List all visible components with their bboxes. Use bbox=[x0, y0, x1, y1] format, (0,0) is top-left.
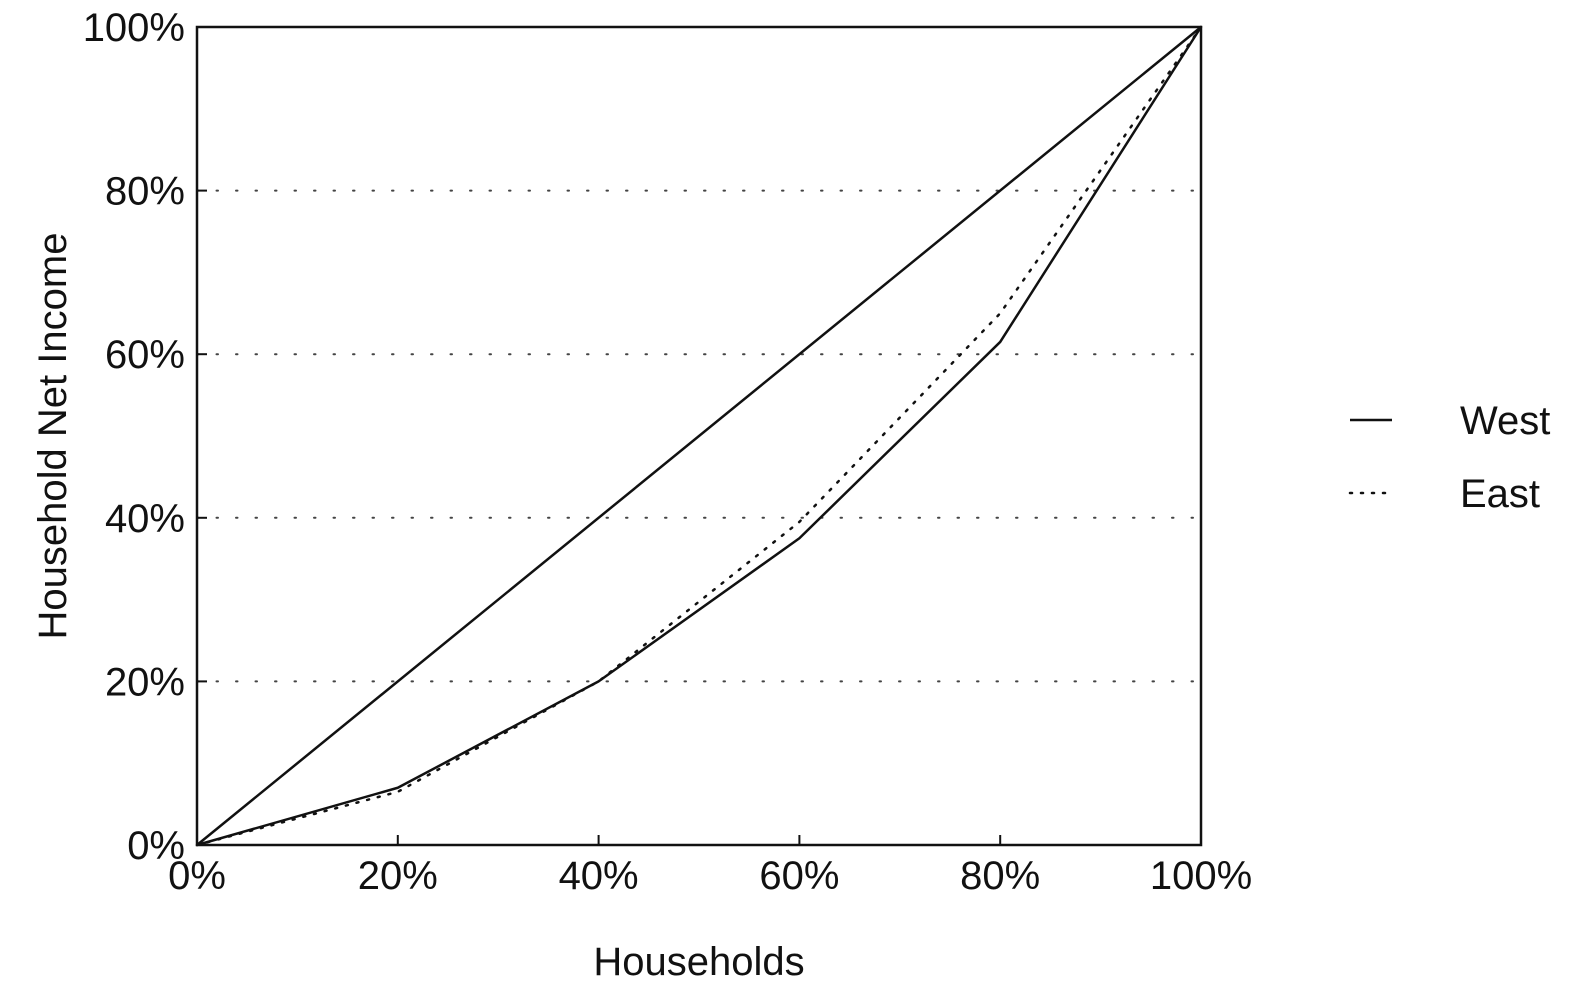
x-tick-label: 20% bbox=[358, 854, 438, 898]
y-tick-label: 80% bbox=[105, 170, 185, 214]
y-tick-label: 0% bbox=[127, 824, 185, 868]
y-tick-label: 40% bbox=[105, 497, 185, 541]
x-axis-ticks: 0% 20% 40% 60% 80% 100% bbox=[168, 835, 1252, 898]
y-axis-ticks: 0% 20% 40% 60% 80% 100% bbox=[83, 6, 207, 868]
legend: West East bbox=[1348, 399, 1550, 516]
y-axis-title: Household Net Income bbox=[31, 233, 75, 640]
x-tick-label: 0% bbox=[168, 854, 226, 898]
x-tick-label: 100% bbox=[1150, 854, 1252, 898]
x-axis-title: Households bbox=[593, 940, 804, 984]
equality-line-group bbox=[196, 26, 1202, 846]
x-tick-label: 60% bbox=[759, 854, 839, 898]
x-tick-label: 40% bbox=[559, 854, 639, 898]
x-tick-label: 80% bbox=[960, 854, 1040, 898]
y-tick-label: 100% bbox=[83, 6, 185, 50]
plot-frame bbox=[195, 25, 1203, 847]
y-tick-label: 20% bbox=[105, 660, 185, 704]
series-line-west bbox=[196, 26, 1203, 847]
equality-line bbox=[196, 26, 1202, 846]
series-lines bbox=[195, 25, 1203, 847]
legend-label-east: East bbox=[1460, 472, 1540, 516]
legend-label-west: West bbox=[1460, 399, 1550, 443]
y-tick-label: 60% bbox=[105, 333, 185, 377]
